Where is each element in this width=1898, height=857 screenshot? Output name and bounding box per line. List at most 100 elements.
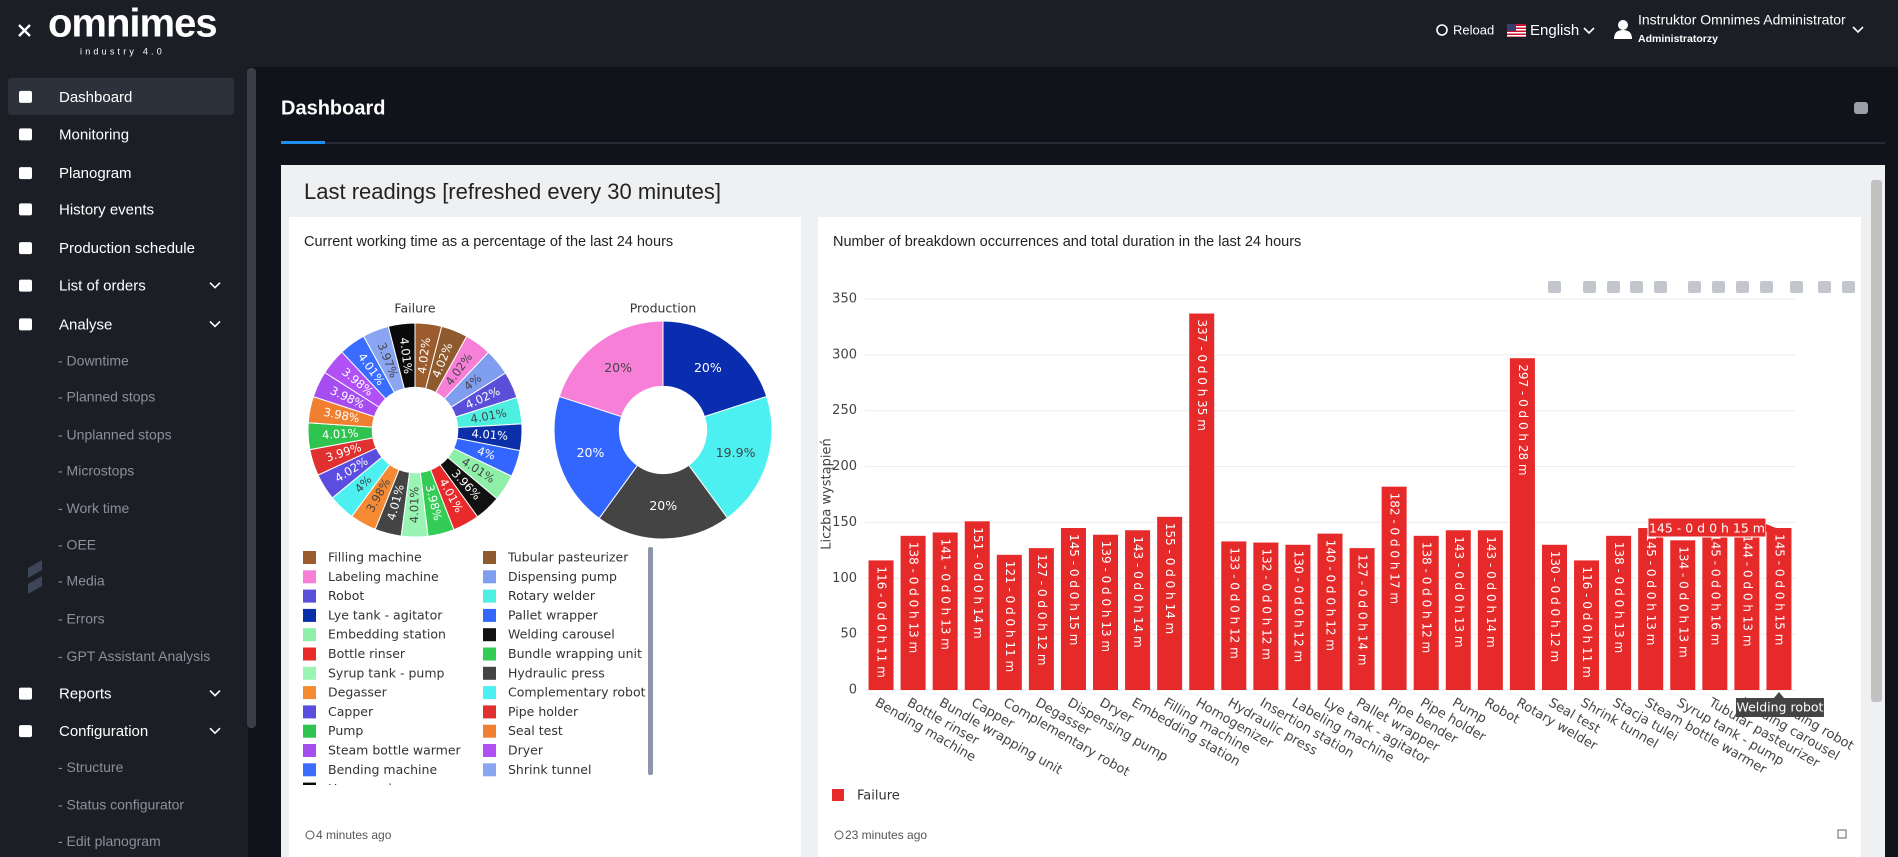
bar	[1445, 530, 1471, 690]
modebar-button[interactable]	[1548, 281, 1561, 293]
legend-label: Syrup tank - pump	[328, 665, 445, 680]
sidebar-item[interactable]: - GPT Assistant Analysis	[58, 648, 210, 664]
modebar-button[interactable]	[1583, 281, 1596, 293]
legend-swatch	[303, 705, 316, 719]
modebar-button[interactable]	[1736, 281, 1749, 293]
modebar-button[interactable]	[1818, 281, 1831, 293]
chevron	[209, 690, 221, 697]
close-button[interactable]	[18, 24, 31, 37]
sidebar-item[interactable]: - Downtime	[58, 352, 129, 368]
legend-swatch	[303, 570, 316, 584]
modebar-button[interactable]	[1760, 281, 1773, 293]
language-select[interactable]: English	[1530, 22, 1579, 39]
submenu-label: - GPT Assistant Analysis	[58, 648, 210, 664]
sidebar-item[interactable]: List of orders	[19, 278, 221, 295]
legend-swatch	[303, 744, 316, 757]
user-name[interactable]: Instruktor Omnimes Administrator	[1638, 12, 1846, 28]
bar-label: 127 - 0 d 0 h 12 m	[1035, 554, 1049, 665]
legend-label: Complementary robot	[508, 685, 646, 700]
legend-label: Shrink tunnel	[508, 762, 591, 777]
bar	[1253, 542, 1279, 690]
slice-label: 4.01%	[397, 337, 415, 375]
sidebar-item[interactable]: - OEE	[58, 536, 96, 552]
menu-label: History events	[59, 201, 154, 218]
legend-label: Welding carousel	[508, 627, 615, 642]
sidebar-item[interactable]: - Status configurator	[58, 797, 184, 813]
legend-label: Filling machine	[328, 550, 422, 565]
legend-label: Dispensing pump	[508, 569, 617, 584]
user-icon-head	[1618, 20, 1628, 30]
sidebar-item[interactable]: Planogram	[19, 165, 132, 182]
card-title: Number of breakdown occurrences and tota…	[833, 234, 1301, 250]
bar-label: 139 - 0 d 0 h 13 m	[1099, 541, 1113, 652]
flag-stripe	[1507, 35, 1526, 37]
reload-button[interactable]: Reload	[1453, 22, 1494, 37]
pie-title: Production	[630, 301, 697, 316]
sidebar-item[interactable]: Reports	[19, 686, 221, 703]
menu-label: Analyse	[59, 316, 112, 333]
bar	[1509, 358, 1535, 690]
sidebar-item[interactable]: Production schedule	[19, 240, 195, 257]
bar	[1060, 528, 1086, 690]
sidebar-item[interactable]: Configuration	[19, 723, 221, 740]
bar-label: 155 - 0 d 0 h 14 m	[1163, 523, 1177, 634]
sidebar-item[interactable]: Analyse	[19, 316, 221, 333]
menu-label: Dashboard	[59, 89, 132, 106]
y-axis-title: Liczba wystąpień	[820, 438, 835, 549]
legend-swatch	[483, 647, 496, 661]
chevron	[1583, 27, 1595, 35]
sidebar-item[interactable]: - Microstops	[58, 463, 134, 479]
bar	[1381, 486, 1407, 690]
y-tick-label: 150	[832, 515, 857, 530]
hover-pointer	[1765, 524, 1776, 533]
sidebar-item[interactable]: Dashboard	[8, 77, 234, 115]
modebar-button[interactable]	[1790, 281, 1803, 293]
legend-label: Pipe holder	[508, 704, 579, 719]
submenu-label: - Planned stops	[58, 389, 155, 405]
slice-label: 4.01%	[469, 406, 508, 426]
legend-swatch	[483, 628, 496, 642]
menu-icon	[19, 725, 32, 738]
submenu-label: - Downtime	[58, 352, 129, 368]
legend-label: Rotary welder	[508, 588, 596, 603]
legend-swatch	[483, 666, 496, 680]
bar-label: 133 - 0 d 0 h 12 m	[1227, 547, 1241, 658]
sidebar-item[interactable]: - Media	[58, 573, 105, 589]
bar-label: 297 - 0 d 0 h 28 m	[1516, 364, 1530, 475]
modebar-button[interactable]	[1630, 281, 1643, 293]
legend-swatch	[483, 763, 496, 777]
hover-category: Welding robot	[1736, 700, 1823, 715]
modebar-button[interactable]	[1688, 281, 1701, 293]
bar	[1125, 530, 1151, 690]
sidebar-item[interactable]: - Structure	[58, 759, 124, 775]
user-role: Administratorzy	[1638, 33, 1718, 45]
bar	[1574, 560, 1600, 690]
sidebar-item[interactable]: - Work time	[58, 500, 130, 516]
legend-label: Homogenizer	[328, 781, 412, 796]
bar	[1766, 528, 1792, 690]
sidebar-item[interactable]: - Unplanned stops	[58, 426, 172, 442]
sidebar-item[interactable]: History events	[19, 201, 154, 218]
expand-icon	[1837, 829, 1847, 839]
y-tick-label: 0	[849, 683, 857, 698]
menu-icon	[19, 167, 32, 180]
legend-label: Steam bottle warmer	[328, 743, 462, 758]
menu-label: Monitoring	[59, 126, 129, 143]
bar-label: 143 - 0 d 0 h 14 m	[1131, 536, 1145, 647]
bar	[1702, 528, 1728, 690]
robot-icon	[1854, 102, 1868, 114]
sidebar-item[interactable]: - Planned stops	[58, 389, 155, 405]
sidebar-item[interactable]: - Edit planogram	[58, 833, 161, 849]
legend-label: Dryer	[508, 743, 544, 758]
modebar-button[interactable]	[1712, 281, 1725, 293]
legend-label: Robot	[328, 588, 364, 603]
sidebar-item[interactable]: - Errors	[58, 610, 105, 626]
modebar-button[interactable]	[1842, 281, 1855, 293]
bar	[1028, 548, 1054, 690]
sidebar-item[interactable]: Monitoring	[19, 126, 129, 143]
modebar-button[interactable]	[1654, 281, 1667, 293]
top-bar	[0, 0, 1898, 67]
legend-scrollbar	[648, 547, 653, 775]
flag-stripe	[1507, 29, 1526, 31]
modebar-button[interactable]	[1607, 281, 1620, 293]
